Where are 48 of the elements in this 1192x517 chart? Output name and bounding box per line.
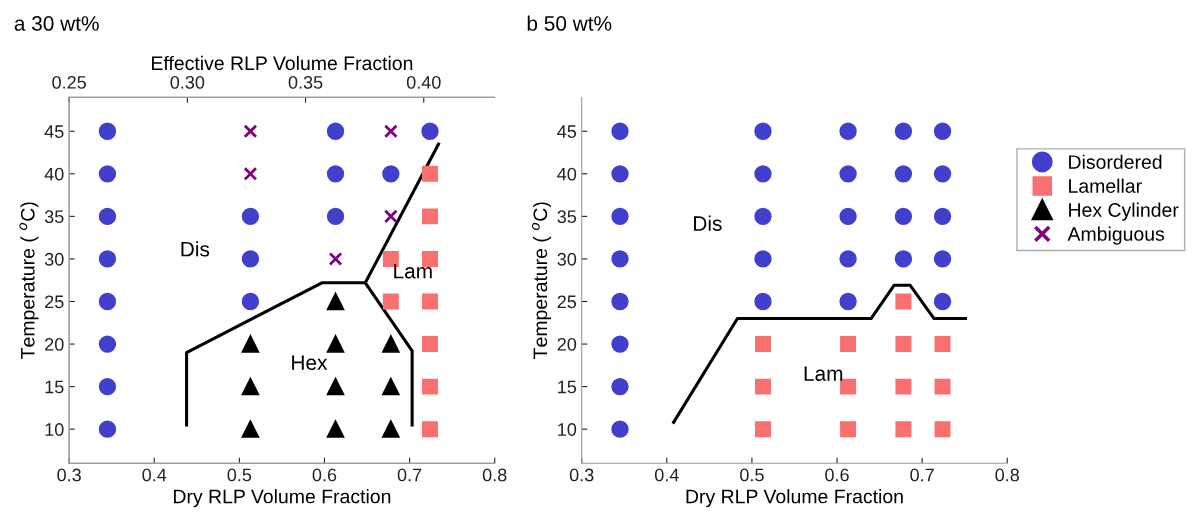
x-tick-label: 0.7: [397, 468, 422, 482]
chart-title: b 50 wt%: [527, 15, 612, 31]
x-tick-label: 0.5: [227, 468, 252, 482]
legend-label: Hex Cylinder: [1069, 202, 1179, 221]
x-tick-label: 0.4: [654, 468, 679, 482]
x-tick-label: 0.6: [312, 468, 337, 482]
x-tick-label: 0.8: [995, 468, 1020, 482]
y-tick-label: 35: [557, 210, 577, 224]
y-tick-label: 45: [557, 125, 577, 138]
x-tick-label: 0.3: [569, 468, 594, 482]
y-tick-label: 30: [557, 252, 577, 266]
y-tick-label: 10: [558, 423, 577, 436]
legend-label: Disordered: [1069, 154, 1162, 169]
x2-tick-label: 0.40: [406, 75, 441, 89]
y-axis-title: Temperature ( $^{o}$C): [531, 202, 552, 359]
x-axis-title: Dry RLP Volume Fraction: [173, 489, 391, 508]
y-tick-label: 45: [44, 125, 64, 138]
y-tick-label: 35: [44, 210, 64, 224]
y-axis-title: Temperature ( $^{o}$C): [19, 202, 39, 359]
y-tick-label: 20: [45, 337, 64, 351]
legend-label: Lamellar: [1069, 178, 1142, 193]
annotation: Lam: [804, 366, 843, 381]
x-tick-label: 0.4: [142, 468, 167, 482]
x-tick-label: 0.5: [740, 468, 764, 482]
y-tick-label: 25: [45, 295, 64, 309]
x-axis-title: Dry RLP Volume Fraction: [686, 489, 903, 508]
y-tick-label: 15: [45, 380, 64, 394]
annotation: Lam: [394, 263, 432, 279]
x-tick-label: 0.7: [910, 468, 934, 482]
y-tick-label: 20: [557, 337, 577, 351]
y-tick-label: 30: [44, 252, 64, 266]
x2-tick-label: 0.35: [288, 75, 323, 89]
x-tick-label: 0.8: [482, 468, 507, 482]
y-tick-label: 40: [557, 167, 577, 181]
annotation: Hex: [292, 355, 328, 370]
x2-axis-title: Effective RLP Volume Fraction: [152, 55, 413, 71]
y-tick-label: 10: [45, 423, 64, 436]
annotation: Dis: [694, 215, 722, 231]
y-tick-label: 15: [558, 380, 577, 394]
x-tick-label: 0.6: [825, 468, 849, 482]
legend-label: Ambiguous: [1067, 226, 1165, 245]
x2-tick-label: 0.25: [52, 75, 86, 89]
y-tick-label: 25: [557, 295, 577, 309]
annotation: Dis: [181, 241, 210, 257]
y-tick-label: 40: [44, 167, 64, 181]
x-tick-label: 0.3: [57, 468, 81, 482]
chart-title: a 30 wt%: [14, 16, 99, 31]
x2-tick-label: 0.30: [170, 75, 205, 89]
